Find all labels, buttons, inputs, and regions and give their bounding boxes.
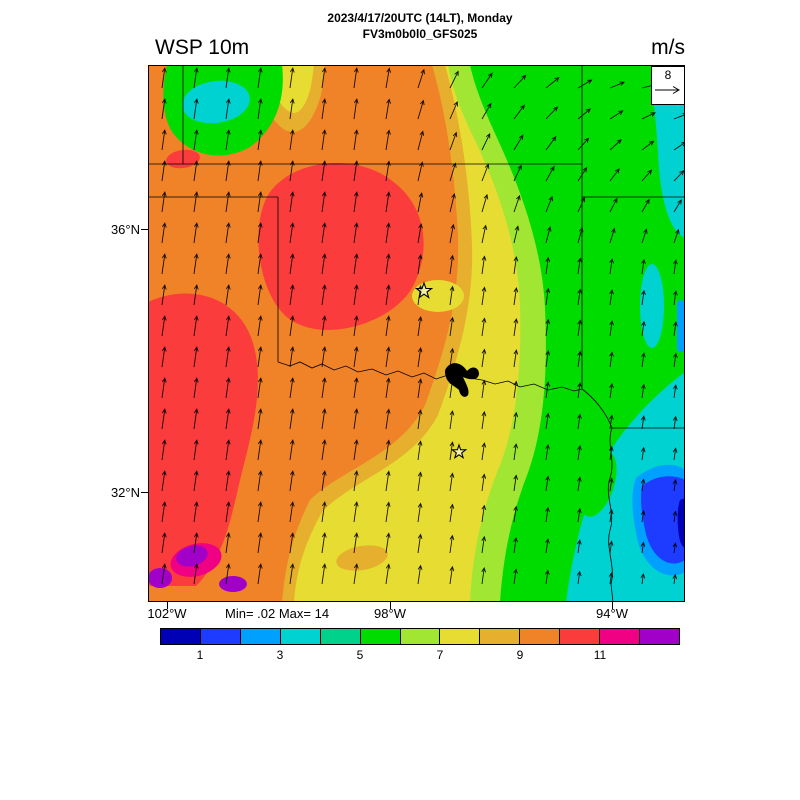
axis-tick-36n (141, 229, 148, 230)
colorbar-tick-label: 11 (593, 648, 607, 662)
city-stars-layer (414, 281, 468, 460)
axis-tick-102w (167, 602, 168, 609)
colorbar-segment (519, 628, 561, 645)
colorbar-segment (399, 628, 441, 645)
chart-titles: 2023/4/17/20UTC (14LT), Monday FV3m0b0l0… (40, 10, 800, 42)
lon-label-102w: 102°W (147, 606, 187, 621)
colorbar-tick-label: 5 (356, 648, 364, 662)
colorbar-tick-label: 1 (196, 648, 204, 662)
reference-vector-value: 8 (664, 68, 672, 82)
lat-label-32n: 32°N (110, 485, 140, 500)
city-marker-north (414, 281, 434, 299)
reference-vector-arrow-icon (655, 86, 680, 94)
colorbar-segment (559, 628, 601, 645)
lon-label-94w: 94°W (596, 606, 628, 621)
map-frame (148, 65, 685, 602)
axis-tick-98w (390, 602, 391, 609)
colorbar-tick-label: 7 (436, 648, 444, 662)
colorbar-segment (239, 628, 281, 645)
lake-texoma (444, 363, 479, 397)
colorbar-segment (319, 628, 361, 645)
chart-title-datetime: 2023/4/17/20UTC (14LT), Monday (327, 11, 513, 25)
colorbar-tick-label: 9 (516, 648, 524, 662)
reference-vector-box: 8 (651, 66, 685, 105)
chart-title-model: FV3m0b0l0_GFS025 (362, 27, 478, 41)
colorbar-segment (359, 628, 401, 645)
axis-tick-94w (612, 602, 613, 609)
colorbar-segment (279, 628, 321, 645)
colorbar (160, 628, 680, 645)
colorbar-segment (599, 628, 641, 645)
colorbar-segment (160, 628, 201, 645)
lon-label-98w: 98°W (374, 606, 406, 621)
colorbar-segment (479, 628, 521, 645)
colorbar-segment (439, 628, 481, 645)
colorbar-segment (199, 628, 241, 645)
city-marker-south (450, 443, 468, 460)
state-borders-layer (148, 65, 685, 602)
axis-tick-32n (141, 492, 148, 493)
variable-label: WSP 10m (155, 36, 250, 59)
colorbar-segment (639, 628, 680, 645)
wind-speed-map (148, 65, 685, 602)
min-max-stats: Min= .02 Max= 14 (225, 606, 330, 621)
units-label: m/s (651, 36, 685, 59)
contour-fill-layer (148, 65, 685, 602)
colorbar-tick-label: 3 (276, 648, 284, 662)
wind-arrows-layer (161, 67, 685, 585)
lat-label-36n: 36°N (110, 222, 140, 237)
